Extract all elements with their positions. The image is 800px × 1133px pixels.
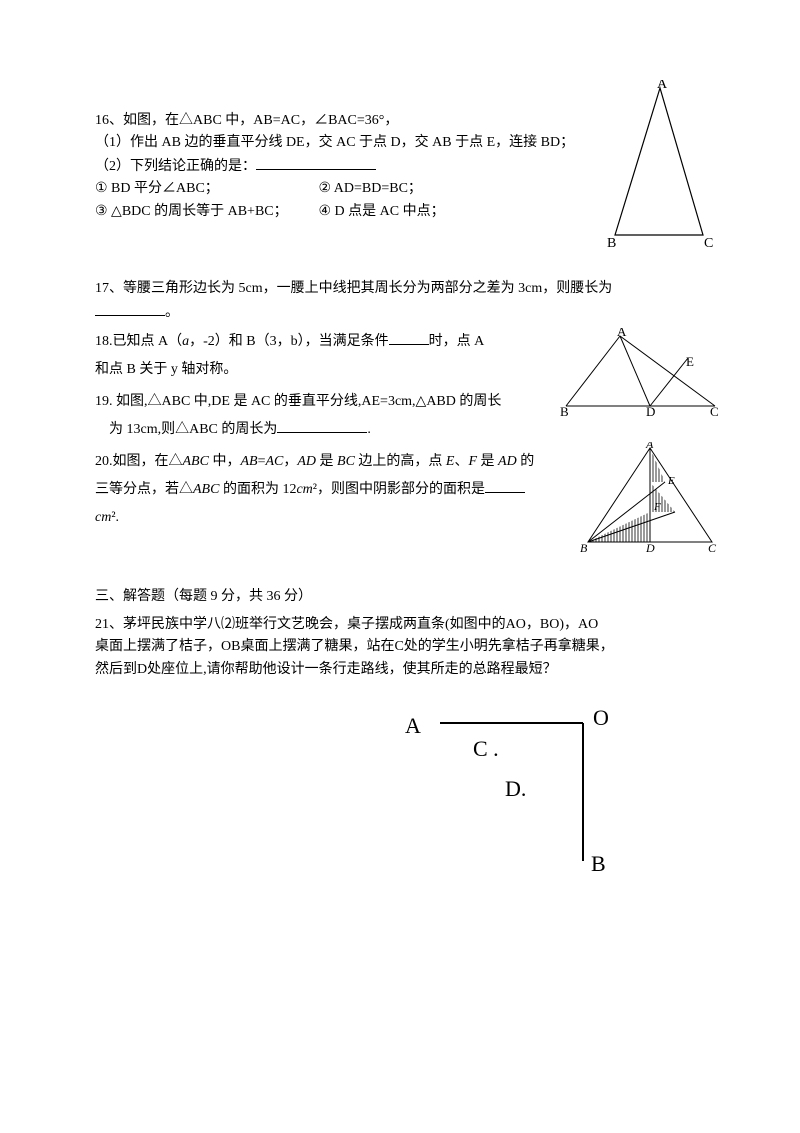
q18-text-a: 18.已知点 A（ [95,334,182,349]
q18-text-b: ，-2）和 B（3，b），当满足条件 [189,334,389,349]
svg-text:A: A [617,328,627,339]
question-20: 20.如图，在△ABC 中，AB=AC，AD 是 BC 边上的高，点 E、F 是… [95,448,555,532]
fig16-label-b: B [607,236,616,250]
q21-line1: 21、茅坪民族中学八⑵班举行文艺晚会，桌子摆成两直条(如图中的AO，BO)，AO [95,614,720,636]
figure-20: A B C D E F [580,442,720,565]
svg-text:E: E [667,475,675,487]
q19-line1: 19. 如图,△ABC 中,DE 是 AC 的垂直平分线,AE=3cm,△ABD… [95,394,501,409]
q19-line2a: 为 13cm,则△ABC 的周长为 [109,422,277,437]
question-17: 17、等腰三角形边长为 5cm，一腰上中线把其周长分为两部分之差为 3cm，则腰… [95,278,720,324]
q17-blank[interactable] [95,301,165,316]
fig21-label-c: C . [473,736,499,761]
q17-text: 17、等腰三角形边长为 5cm，一腰上中线把其周长分为两部分之差为 3cm，则腰… [95,281,612,296]
question-18: 18.已知点 A（a，-2）和 B（3，b），当满足条件时，点 A 和点 B 关… [95,328,555,384]
q19-line2: 为 13cm,则△ABC 的周长为. [95,422,371,437]
fig16-label-c: C [704,236,713,250]
q19-blank[interactable] [277,418,367,433]
fig21-label-b: B [591,851,606,876]
fig21-label-d: D. [505,776,526,801]
svg-text:B: B [560,404,569,418]
q16-opt2: ② AD=BD=BC； [319,181,422,196]
figure-16: A B C [600,80,720,258]
q18-text-c: 时，点 A [429,334,485,349]
q16-sub2-text: （2）下列结论正确的是： [95,159,256,174]
svg-text:F: F [653,501,661,513]
q16-blank[interactable] [256,155,376,170]
q21-line3: 然后到D处座位上,请你帮助他设计一条行走路线，使其所走的总路程最短？ [95,659,720,681]
q17-period: 。 [165,305,179,320]
question-19: 19. 如图,△ABC 中,DE 是 AC 的垂直平分线,AE=3cm,△ABD… [95,388,555,444]
svg-text:B: B [580,541,588,555]
q16-opt1: ① BD 平分∠ABC； [95,178,315,200]
fig21-label-o: O [593,705,609,730]
q19-line2b: . [367,422,371,437]
figure-21: A O B C . D. [405,701,720,889]
svg-text:D: D [645,541,655,555]
question-16: A B C 16、如图，在△ABC 中，AB=AC，∠BAC=36°， （1）作… [95,110,720,223]
figure-19: A B C D E [560,328,720,426]
svg-text:A: A [645,442,654,451]
q20-line3: cm². [95,510,119,525]
q20-line2: 三等分点，若△ABC 的面积为 12cm²，则图中阴影部分的面积是 [95,482,485,497]
question-21: 21、茅坪民族中学八⑵班举行文艺晚会，桌子摆成两直条(如图中的AO，BO)，AO… [95,614,720,681]
q21-line2: 桌面上摆满了桔子，OB桌面上摆满了糖果，站在C处的学生小明先拿桔子再拿糖果， [95,636,720,658]
section-3-title: 三、解答题（每题 9 分，共 36 分） [95,586,720,608]
q20-line1: 20.如图，在△ABC 中，AB=AC，AD 是 BC 边上的高，点 E、F 是… [95,454,534,469]
fig16-label-a: A [657,80,668,92]
q20-blank[interactable] [485,478,525,493]
svg-text:E: E [686,354,694,369]
q18-blank[interactable] [389,330,429,345]
q18-line2: 和点 B 关于 y 轴对称。 [95,362,237,377]
svg-text:D: D [646,404,655,418]
svg-text:C: C [710,404,719,418]
fig21-label-a: A [405,713,421,738]
svg-text:C: C [708,541,717,555]
q16-opt3: ③ △BDC 的周长等于 AB+BC； [95,201,315,223]
q16-opt4: ④ D 点是 AC 中点； [319,204,445,219]
